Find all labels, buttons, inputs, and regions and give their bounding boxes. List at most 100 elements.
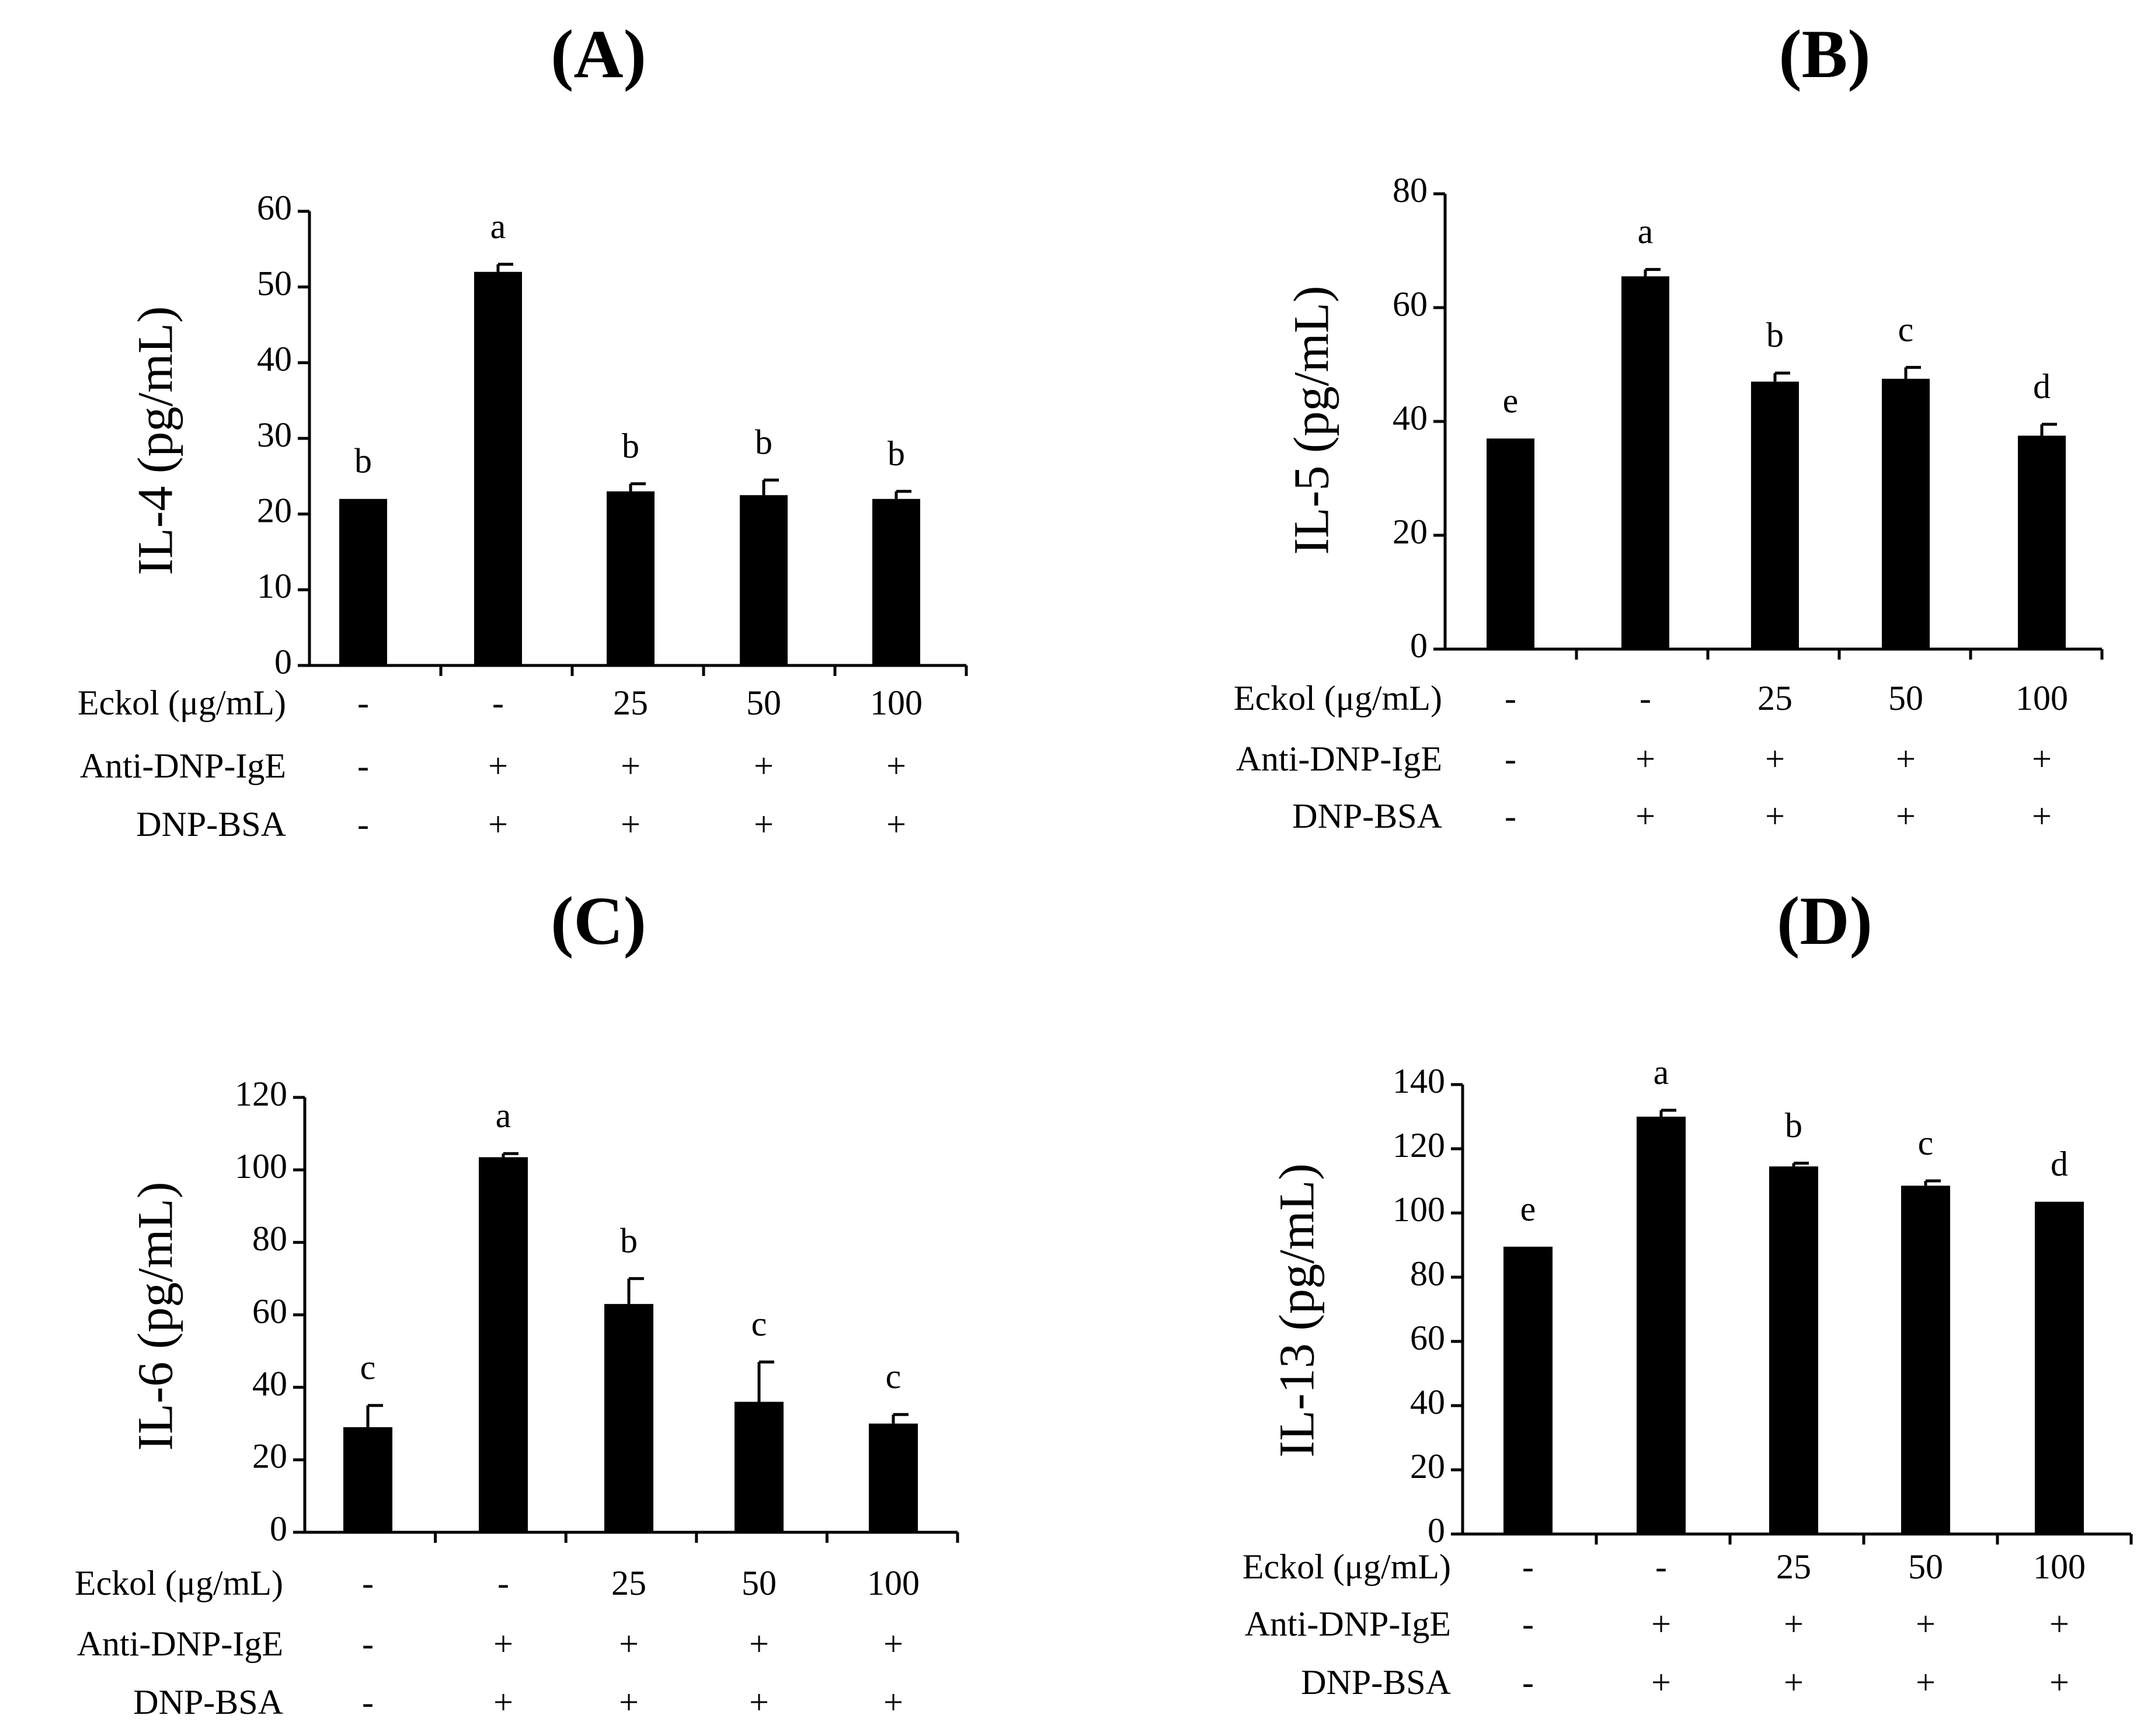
bar — [1901, 1186, 1950, 1534]
condition-label: Anti-DNP-IgE — [1236, 740, 1442, 778]
y-tick-label: 100 — [1393, 1190, 1445, 1229]
y-axis-title: IL-5 (pg/mL) — [1283, 286, 1339, 555]
y-tick-label: 20 — [257, 491, 292, 529]
condition-value: + — [488, 747, 508, 785]
condition-value: + — [621, 747, 641, 785]
significance-letter: c — [1918, 1124, 1934, 1162]
bar — [1751, 381, 1799, 649]
significance-letter: a — [490, 207, 506, 246]
condition-value: 25 — [1776, 1547, 1811, 1586]
condition-value: - — [1655, 1547, 1667, 1586]
y-tick-label: 120 — [235, 1075, 287, 1113]
y-tick-label: 120 — [1393, 1126, 1445, 1165]
y-tick-label: 60 — [257, 189, 292, 227]
condition-value: + — [2032, 740, 2052, 778]
y-tick-label: 20 — [1393, 513, 1428, 551]
bar — [872, 499, 920, 665]
condition-value: + — [1651, 1663, 1671, 1702]
significance-letter: e — [1520, 1190, 1536, 1228]
significance-letter: b — [1766, 316, 1784, 354]
condition-value: + — [1896, 797, 1916, 835]
condition-value: + — [493, 1683, 513, 1721]
panel-title: (A) — [551, 16, 646, 92]
condition-value: - — [357, 805, 369, 843]
panel-a: (A) 0 10 20 30 40 50 60 IL-4 (pg/mL) b a b b b Eckol (… — [78, 16, 968, 843]
condition-label: Anti-DNP-IgE — [80, 747, 286, 785]
condition-label: DNP-BSA — [133, 1683, 283, 1721]
y-tick-label: 20 — [252, 1437, 287, 1476]
significance-letter: b — [887, 434, 905, 473]
condition-value: - — [362, 1683, 374, 1721]
panel-title: (C) — [551, 883, 646, 959]
y-tick-label: 80 — [252, 1219, 287, 1258]
condition-value: 100 — [2033, 1547, 2086, 1586]
bar — [1882, 378, 1930, 649]
condition-value: + — [1784, 1663, 1804, 1702]
condition-value: + — [749, 1625, 769, 1663]
condition-label: Eckol (μg/mL) — [78, 684, 286, 722]
y-tick-label: 140 — [1393, 1062, 1445, 1100]
condition-label: Anti-DNP-IgE — [1245, 1605, 1451, 1643]
significance-letter: b — [622, 427, 639, 465]
y-tick-label: 60 — [1393, 285, 1428, 323]
y-tick-label: 0 — [274, 643, 292, 681]
condition-value: - — [497, 1564, 509, 1602]
panel-title: (B) — [1778, 16, 1870, 92]
condition-value: - — [362, 1625, 374, 1663]
condition-value: + — [2049, 1605, 2069, 1643]
condition-value: - — [1505, 679, 1516, 717]
condition-label: Anti-DNP-IgE — [77, 1625, 283, 1663]
condition-value: + — [886, 805, 906, 843]
significance-letter: a — [1638, 212, 1654, 251]
condition-value: - — [1640, 679, 1651, 717]
condition-value: 50 — [742, 1564, 777, 1602]
y-axis-title: IL-4 (pg/mL) — [127, 306, 183, 576]
condition-value: + — [1635, 740, 1655, 778]
bar — [735, 1402, 784, 1532]
condition-value: - — [1522, 1605, 1534, 1643]
bar — [1621, 276, 1669, 649]
condition-value: - — [1505, 740, 1516, 778]
y-tick-label: 0 — [1428, 1511, 1445, 1550]
significance-letter: e — [1503, 381, 1519, 420]
bar — [1487, 438, 1534, 649]
y-tick-label: 40 — [257, 340, 292, 378]
condition-label: DNP-BSA — [1301, 1663, 1451, 1702]
panel-title: (D) — [1777, 883, 1872, 959]
panel-c: (C) 0 20 40 60 80 100 120 IL-6 (pg/mL) c a b c c Eckol… — [75, 883, 959, 1721]
y-axis-title: IL-13 (pg/mL) — [1269, 1163, 1325, 1458]
condition-value: 50 — [1888, 679, 1923, 717]
significance-letter: d — [2033, 367, 2051, 406]
condition-value: - — [362, 1564, 374, 1602]
condition-label: DNP-BSA — [136, 805, 286, 843]
y-tick-label: 60 — [1410, 1319, 1445, 1357]
condition-value: + — [1651, 1605, 1671, 1643]
condition-value: + — [886, 747, 906, 785]
bar — [1769, 1166, 1818, 1534]
bar — [604, 1303, 653, 1532]
condition-value: + — [1635, 797, 1655, 835]
condition-value: 50 — [1908, 1547, 1943, 1586]
condition-value: 100 — [867, 1564, 920, 1602]
y-tick-label: 20 — [1410, 1447, 1445, 1486]
y-tick-label: 80 — [1410, 1254, 1445, 1293]
condition-value: + — [749, 1683, 769, 1721]
significance-letter: b — [620, 1221, 638, 1260]
condition-value: - — [357, 684, 369, 722]
significance-letter: d — [2051, 1145, 2068, 1183]
y-tick-label: 0 — [270, 1510, 287, 1548]
significance-letter: b — [354, 442, 372, 480]
bar — [474, 271, 522, 665]
condition-value: - — [492, 684, 504, 722]
significance-letter: c — [886, 1357, 902, 1396]
condition-value: + — [754, 747, 774, 785]
bar — [1503, 1246, 1553, 1534]
bar — [343, 1427, 392, 1532]
condition-value: + — [1765, 797, 1785, 835]
condition-value: + — [1916, 1663, 1936, 1702]
panel-b: (B) 0 20 40 60 80 IL-5 (pg/mL) e a b c d Eckol (μg/m… — [1234, 16, 2104, 835]
y-tick-label: 10 — [257, 567, 292, 605]
bar — [2035, 1201, 2084, 1534]
condition-value: + — [883, 1683, 903, 1721]
